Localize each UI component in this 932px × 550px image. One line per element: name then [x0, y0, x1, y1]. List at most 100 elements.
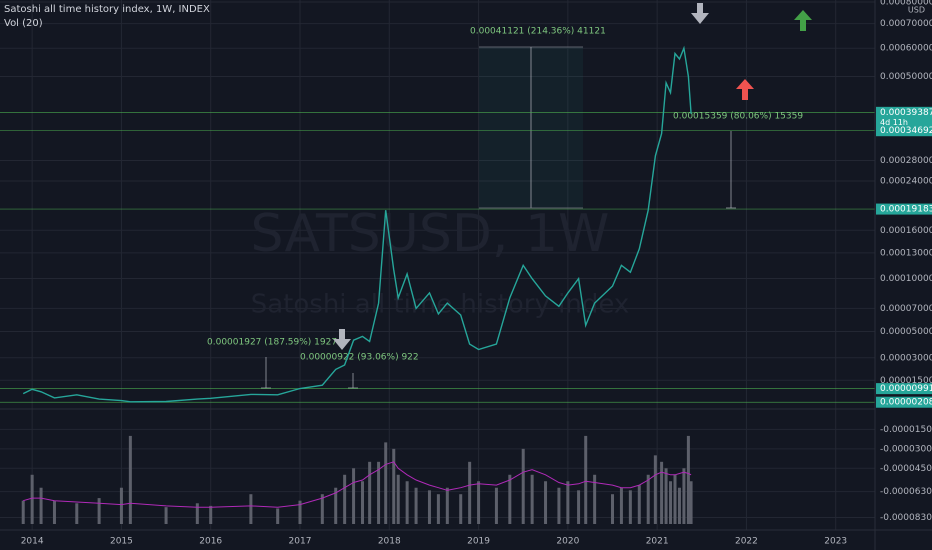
x-tick-label: 2015 [110, 537, 133, 547]
volume-bar [427, 490, 431, 524]
volume-bar [682, 468, 686, 524]
measure-label: 0.00001927 (187.59%) 1927 [207, 338, 337, 348]
volume-bar [566, 481, 570, 524]
y2-tick-label: -0.00006300 [880, 487, 932, 497]
volume-bar [52, 500, 56, 524]
volume-bar [75, 503, 79, 524]
price-box-label: 0.00039387 [880, 108, 932, 118]
volume-bar [392, 448, 396, 524]
volume-bar [664, 468, 668, 524]
volume-bar [377, 461, 381, 524]
volume-bar [30, 474, 34, 524]
volume-bar [368, 461, 372, 524]
volume-bar [459, 494, 463, 524]
volume-bar [298, 500, 302, 524]
volume-bar [249, 494, 253, 524]
volume-bar [352, 468, 356, 524]
volume-bar [119, 487, 123, 524]
arrow-down-icon [691, 3, 709, 24]
countdown-label: 4d 11h [880, 118, 908, 127]
y-tick-label: 0.00028000 [880, 156, 932, 166]
grid [0, 0, 875, 530]
volume-bar [477, 481, 481, 524]
axis: 2014 2015 2016 2017 2018 2019 2020 2021 2022 2023… [21, 0, 932, 547]
volume-bar [508, 474, 512, 524]
y-tick-label: 0.00010000 [880, 274, 932, 284]
y-tick-label: 0.00007000 [880, 304, 932, 314]
x-tick-label: 2014 [21, 537, 44, 547]
y2-tick-label: -0.00008300 [880, 513, 932, 523]
y2-tick-label: -0.00004500 [880, 464, 932, 474]
price-line-series [22, 45, 692, 403]
price-box [876, 396, 932, 408]
price-box-label: 0.00000208 [880, 398, 932, 408]
volume-bar [414, 487, 418, 524]
currency-label: USD [908, 6, 925, 15]
volume-bar [584, 435, 588, 524]
volume-bar [384, 442, 388, 524]
volume-bar [445, 487, 449, 524]
y2-tick-label: -0.00001500 [880, 425, 932, 435]
measure-label: 0.00015359 (80.06%) 15359 [673, 112, 803, 122]
volume-bar [660, 461, 664, 524]
volume-bar [436, 494, 440, 524]
volume-bar [361, 481, 364, 524]
volume-bar [593, 474, 597, 524]
y-tick-label: 0.00013000 [880, 248, 932, 258]
y-tick-label: 0.00060000 [880, 44, 932, 54]
watermark-sub: Satoshi all time history index [251, 290, 630, 320]
x-tick-label: 2023 [824, 537, 847, 547]
measure-label: 0.00000922 (93.06%) 922 [300, 353, 419, 363]
arrow-up-icon [736, 79, 754, 100]
watermark: SATSUSD, 1W [251, 204, 610, 264]
volume-bar [21, 500, 25, 524]
volume-bar [396, 474, 400, 524]
volume-bar [637, 485, 641, 524]
price-box-label: 0.00000991 [880, 384, 932, 394]
volume-bar [39, 487, 43, 524]
y-tick-label: 0.00050000 [880, 72, 932, 82]
volume-bar [689, 481, 693, 524]
y-tick-label: 0.00005000 [880, 327, 932, 337]
volume-bar [544, 481, 548, 524]
y-tick-label: 0.00003000 [880, 353, 932, 363]
volume-bar [653, 455, 657, 524]
volume-bar [195, 503, 199, 524]
y-tick-label: 0.00001500 [880, 376, 932, 386]
volume-bar [494, 487, 498, 524]
volume-bar [619, 487, 623, 524]
volume-ma-line [23, 461, 692, 508]
arrow-up-icon [794, 10, 812, 31]
volume-bar [673, 474, 677, 524]
volume-bar [343, 474, 347, 524]
volume-bar [521, 448, 525, 524]
x-tick-label: 2017 [289, 537, 312, 547]
x-tick-label: 2022 [735, 537, 758, 547]
volume-bar [276, 508, 280, 524]
y2-tick-label: -0.00003000 [880, 444, 932, 454]
x-tick-label: 2019 [467, 537, 490, 547]
y-tick-label: 0.00080000 [880, 0, 932, 8]
volume-label: Vol (20) [4, 18, 43, 29]
chart-title: Satoshi all time history index, 1W, INDE… [4, 4, 210, 15]
x-tick-label: 2021 [646, 537, 669, 547]
volume-bar [334, 487, 338, 524]
volume-bar [128, 435, 132, 524]
price-box [876, 106, 932, 129]
volume-bar [669, 481, 673, 524]
x-tick-label: 2020 [556, 537, 579, 547]
price-box-label: 0.00034692 [880, 126, 932, 136]
x-tick-label: 2016 [199, 537, 222, 547]
y-tick-label: 0.00070000 [880, 19, 932, 29]
y-tick-label: 0.00024000 [880, 176, 932, 186]
y-tick-label: 0.00016000 [880, 226, 932, 236]
volume-bar [530, 474, 534, 524]
volume-bar [468, 461, 472, 524]
volume-bar [97, 498, 101, 524]
volume-bar [577, 490, 581, 524]
volume-bar [646, 474, 650, 524]
price-box-label: 0.00019183 [880, 205, 932, 215]
